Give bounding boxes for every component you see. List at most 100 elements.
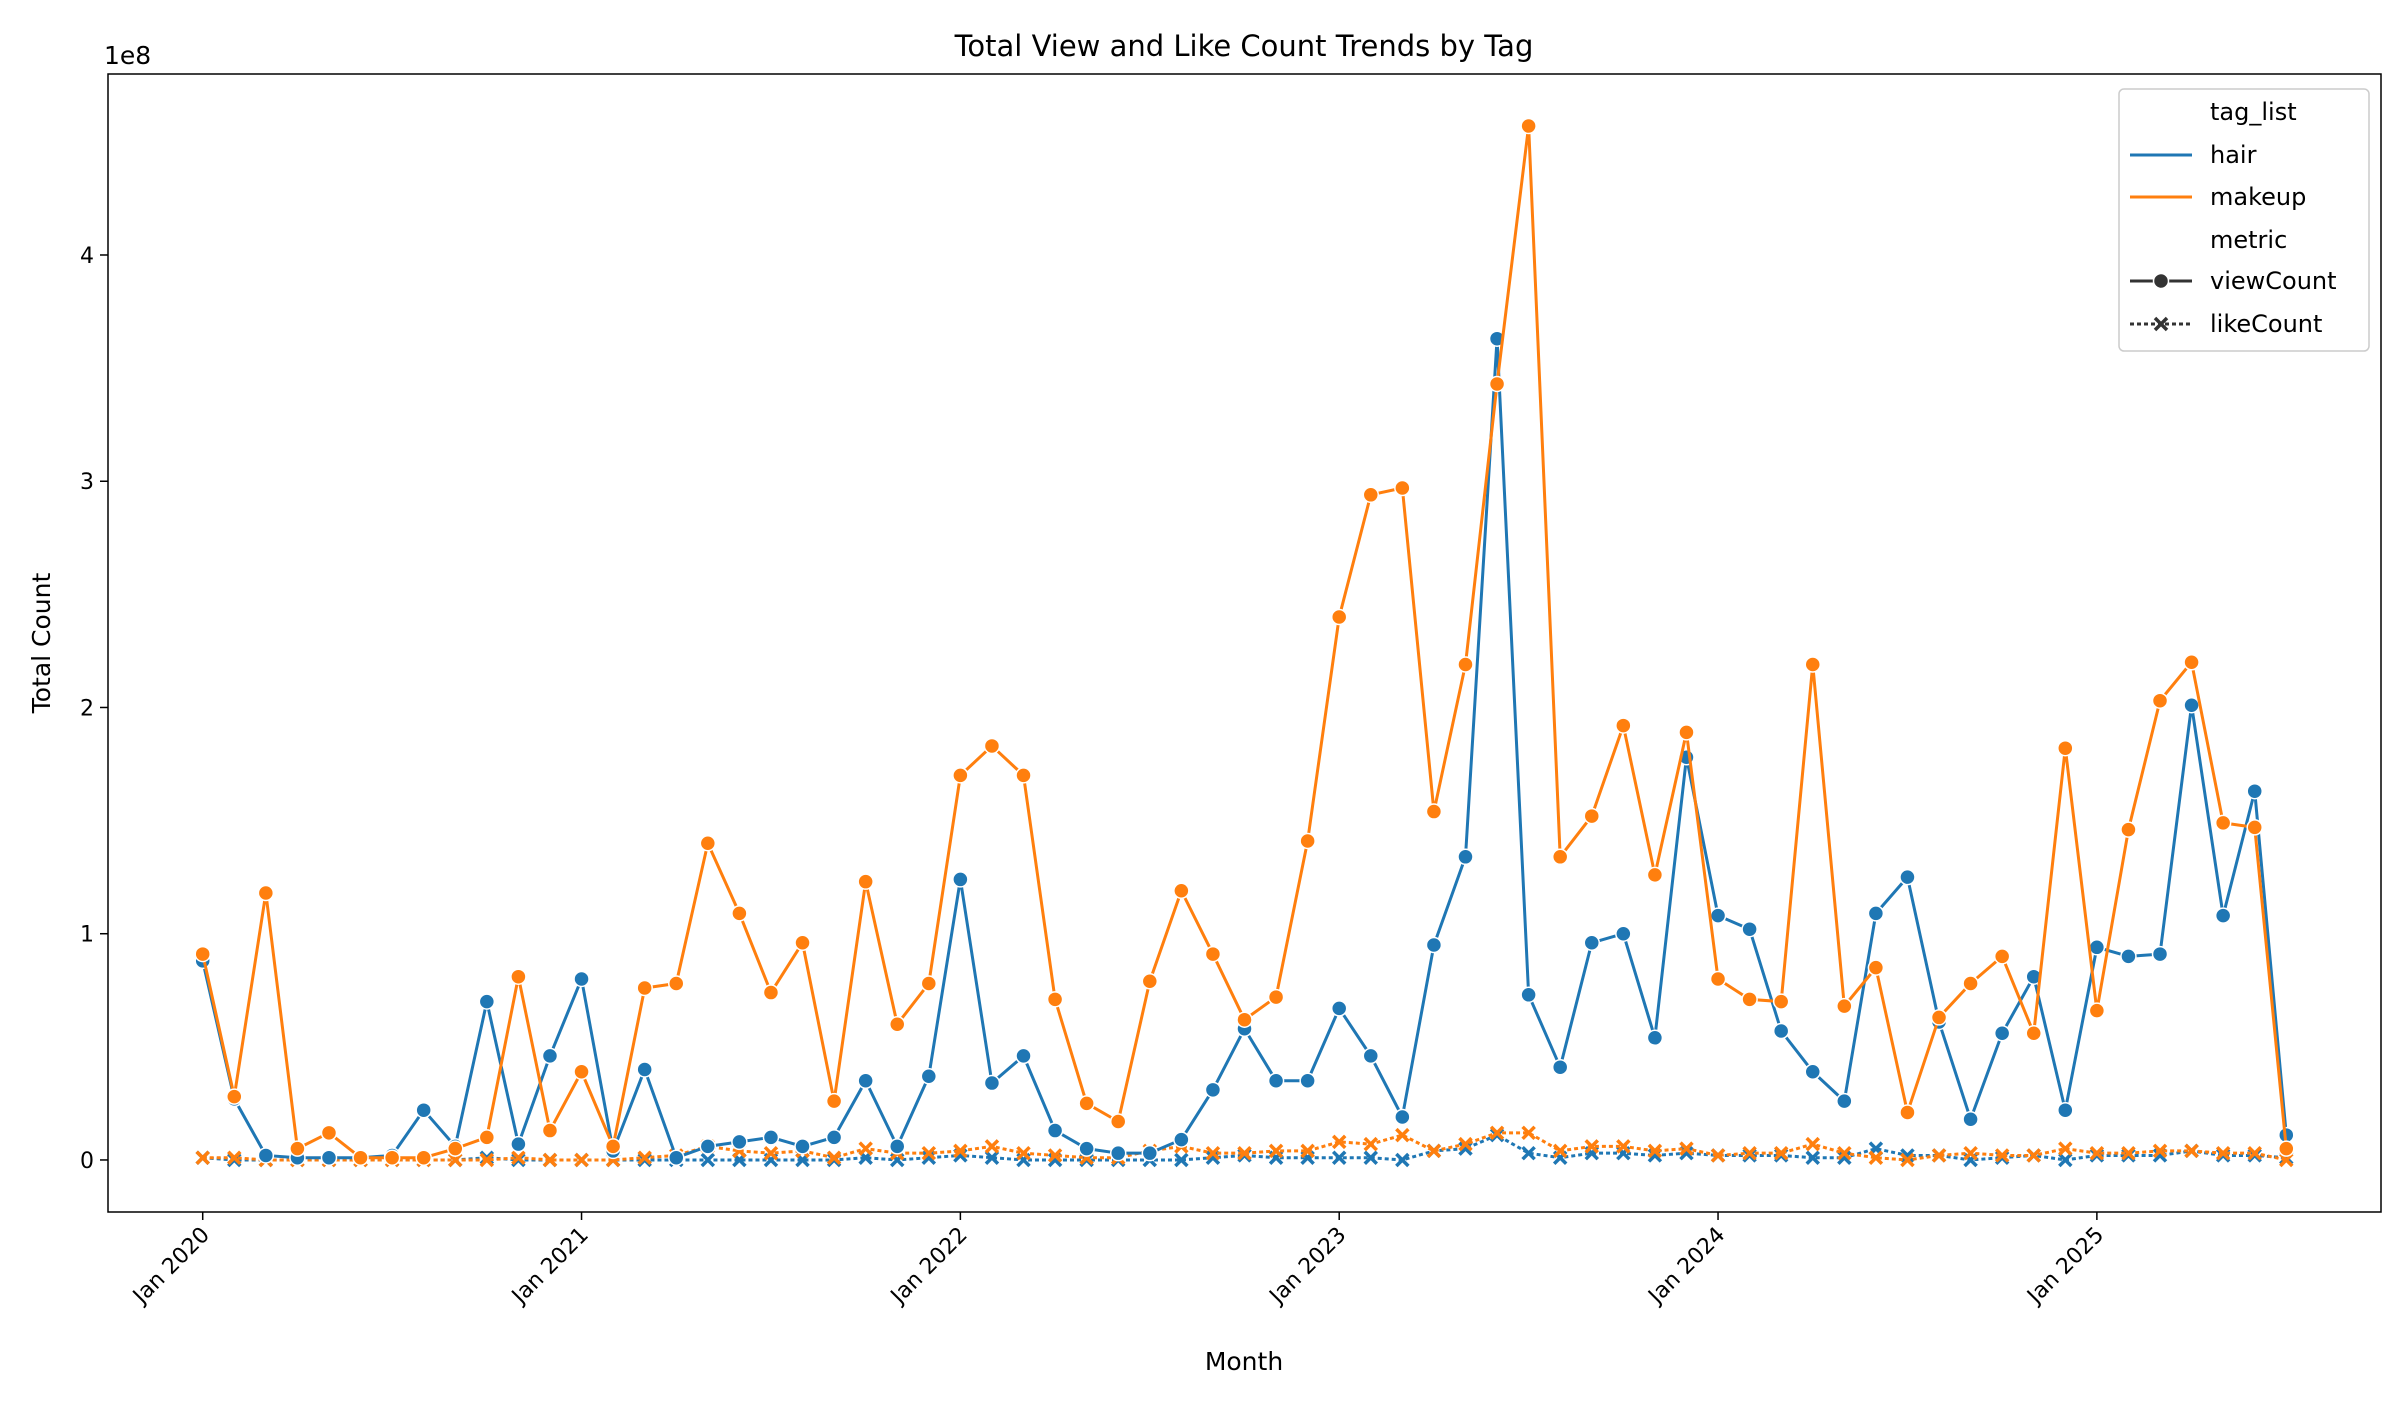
data-point [447,1140,464,1157]
data-point [2214,907,2232,924]
data-point [2058,1141,2073,1156]
data-point [2279,1152,2294,1168]
data-point [1425,803,1443,820]
data-point [794,934,811,952]
data-point [1741,920,1758,938]
data-point [763,1145,779,1161]
data-point [983,1074,1001,1092]
legend-label: likeCount [2210,310,2322,338]
data-point [2089,1145,2105,1161]
data-point [1994,1148,2010,1163]
data-point [2184,1143,2199,1159]
data-point [195,1150,210,1165]
data-point [541,1047,559,1065]
data-point [1900,1148,1915,1163]
x-axis-label: Month [1205,1347,1283,1376]
data-point [1741,991,1758,1008]
data-point [1962,975,1979,992]
data-point [1899,1104,1916,1121]
data-point [920,975,938,992]
data-point [888,1138,906,1155]
data-point [1457,656,1474,673]
legend-label: viewCount [2210,267,2337,295]
data-point [858,1141,873,1156]
data-point [920,1068,938,1085]
data-point [1709,907,1727,924]
data-point [921,1150,937,1165]
data-point [637,1150,652,1165]
data-point [1804,656,1821,673]
data-point [2088,939,2106,956]
data-point [2120,948,2137,965]
data-point [1267,988,1285,1006]
data-point [888,1015,906,1033]
data-point [1931,1148,1947,1163]
data-point [257,1147,275,1164]
legend-label: hair [2210,141,2257,169]
data-point [383,1149,401,1166]
data-point [1458,1141,1473,1156]
legend-marker [2152,272,2170,290]
data-point [320,1149,338,1166]
data-point [542,1152,558,1168]
data-point [857,1072,874,1090]
data-point [1930,1009,1948,1026]
data-point [510,968,527,985]
data-point [574,1152,589,1168]
data-point [1837,1145,1852,1161]
data-point [983,737,1001,755]
data-point [415,1149,432,1166]
data-point [573,970,590,988]
legend-title: metric [2210,226,2287,254]
data-point [857,873,874,890]
data-point [1583,807,1601,825]
data-point [1016,1145,1031,1161]
data-point [699,1138,717,1155]
data-point [1395,1152,1410,1168]
data-point [2152,1143,2168,1159]
data-point [1268,1143,1284,1159]
data-point [699,834,717,852]
data-point [1521,1145,1536,1161]
data-point [1141,972,1159,990]
data-point [2025,1025,2042,1042]
data-point [1710,1148,1726,1163]
data-point [1900,1152,1915,1168]
data-point [1109,1113,1127,1130]
data-point [668,1149,685,1166]
data-point [194,945,211,963]
y-axis-label: Total Count [27,573,56,715]
data-point [1963,1145,1978,1161]
data-point [1331,1134,1347,1150]
data-point [1520,986,1537,1004]
chart-title: Total View and Like Count Trends by Tag [954,29,1534,63]
data-point [1615,925,1632,942]
data-point [1772,993,1790,1010]
data-point [478,1129,496,1146]
data-point [1772,1022,1790,1040]
data-point [1267,1072,1285,1090]
data-point [731,905,748,922]
data-point [826,1150,842,1165]
data-point [1300,1143,1315,1159]
plot-frame [107,73,2382,1213]
data-point [1552,1143,1568,1159]
data-point [1521,1125,1536,1141]
data-point [1015,767,1032,784]
data-point [762,1129,780,1146]
data-point [2183,653,2200,671]
data-point [1330,1000,1348,1017]
data-point [1237,1145,1252,1161]
data-point [573,1063,590,1080]
data-point [510,1135,527,1153]
data-point [415,1101,432,1119]
data-point [1899,868,1916,886]
data-point [953,1143,968,1159]
data-point [479,1152,495,1168]
data-point [1205,1145,1221,1161]
data-point [1046,1122,1064,1139]
data-point [257,884,275,902]
